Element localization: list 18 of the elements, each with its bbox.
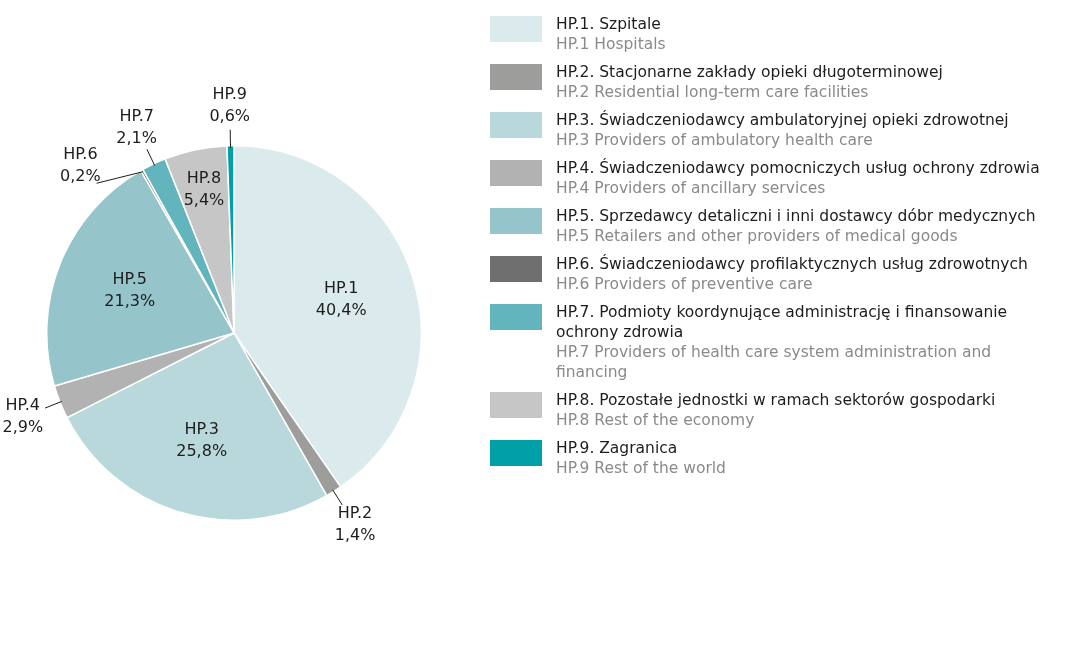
- data-label: HP.8 5,4%: [183, 168, 225, 210]
- legend-label: HP.3. Świadczeniodawcy ambulatoryjnej opieki zdrowotnej HP.3 Providers of ambulatory health care: [556, 110, 1009, 150]
- data-label: HP.9 0,6%: [209, 83, 251, 125]
- data-label: HP.6 0,2%: [60, 143, 101, 185]
- data-label: HP.5 21,3%: [104, 269, 156, 311]
- data-label: HP.1 40,4%: [315, 277, 367, 319]
- legend-label: HP.9. Zagranica HP.9 Rest of the world: [556, 438, 726, 478]
- data-label: HP.7 2,1%: [116, 105, 158, 147]
- legend-label: HP.8. Pozostałe jednostki w ramach sektorów gospodarki HP.8 Rest of the economy: [556, 390, 996, 430]
- legend-label: HP.7. Podmioty koordynujące administrację i finansowanie ochrony zdrowia HP.7 Providers of health care system administration and financing: [556, 302, 1009, 382]
- legend-label: HP.1. Szpitale HP.1 Hospitals: [556, 14, 666, 54]
- legend-label: HP.4. Świadczeniodawcy pomocniczych usług ochrony zdrowia HP.4 Providers of ancillary services: [556, 158, 1040, 198]
- data-label: HP.4 2,9%: [2, 395, 44, 437]
- data-label: HP.3 25,8%: [176, 418, 228, 460]
- data-label: HP.2 1,4%: [334, 503, 376, 545]
- legend-label: HP.2. Stacjonarne zakłady opieki długoterminowej HP.2 Residential long-term care facilities: [556, 62, 943, 102]
- legend-label: HP.6. Świadczeniodawcy profilaktycznych usług zdrowotnych HP.6 Providers of preventive care: [556, 254, 1028, 294]
- legend-label: HP.5. Sprzedawcy detaliczni i inni dostawcy dóbr medycznych HP.5 Retailers and other providers of medical goods: [556, 206, 1036, 246]
